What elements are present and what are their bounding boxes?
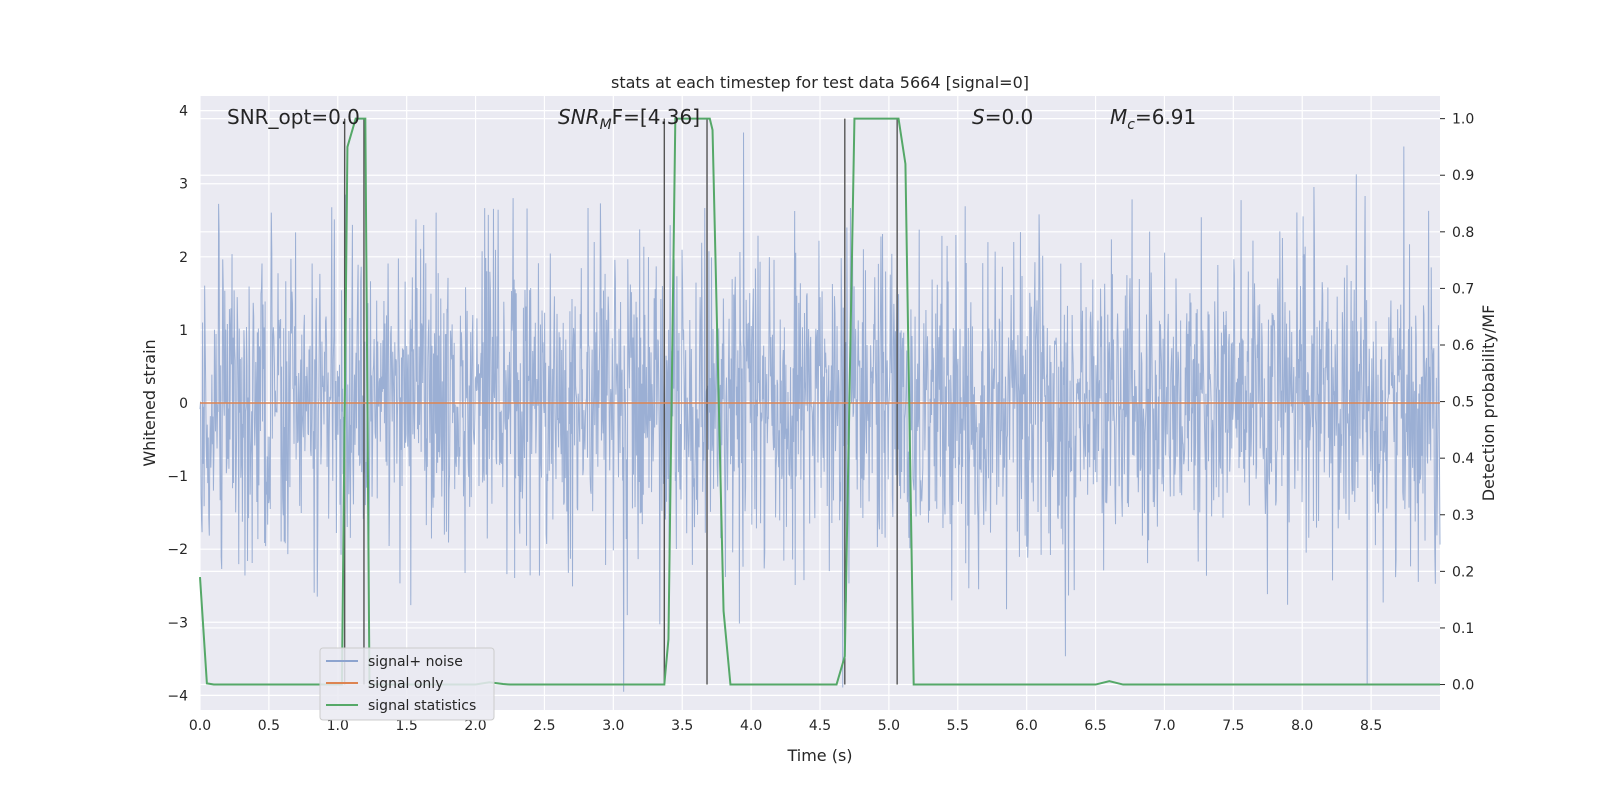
- y-axis-right-ticks: 1.0 0.9 0.8 0.7 0.6 0.5 0.4 0.3 0.2 0.1 0.0: [1440, 112, 1474, 694]
- vertical-markers: [343, 118, 898, 685]
- x-axis-ticks: 0.0 0.5 1.0 1.5 2.0 2.5 3.0 3.5 4.0 4.5 5.0 5.5 6.0 6…: [189, 718, 1382, 734]
- x-tick-label: 4.5: [809, 718, 831, 734]
- y-axis-label: Whitened strain: [140, 339, 159, 466]
- chart-title: stats at each timestep for test data 566…: [611, 73, 1029, 92]
- y-axis-right-label: Detection probability/MF: [1479, 305, 1498, 502]
- y-axis-ticks: 4 3 2 1 0 −1 −2 −3 −4: [167, 104, 188, 705]
- x-tick-label: 5.0: [878, 718, 900, 734]
- y-tick-label: −4: [167, 688, 188, 704]
- y-tick-label: −1: [167, 469, 188, 485]
- y-tick-label: −3: [167, 615, 188, 631]
- x-tick-label: 3.5: [671, 718, 693, 734]
- signal-statistics-line: [199, 117, 1440, 686]
- y-right-tick-label: 0.3: [1452, 508, 1474, 524]
- y-right-tick-label: 1.0: [1452, 112, 1474, 128]
- annotation-snr-mf-rest: F=[4.36]: [612, 105, 700, 129]
- annotation-snr-mf: SNRMF=[4.36]: [558, 105, 700, 133]
- x-tick-label: 6.0: [1016, 718, 1038, 734]
- y-right-tick-label: 0.8: [1452, 225, 1474, 241]
- annotation-mc-rest: =6.91: [1135, 105, 1196, 129]
- x-tick-label: 2.0: [464, 718, 486, 734]
- annotation-snr-mf-main: SNR: [558, 105, 600, 129]
- x-tick-label: 5.5: [947, 718, 969, 734]
- x-tick-label: 2.5: [533, 718, 555, 734]
- y-tick-label: 3: [179, 177, 188, 193]
- annotation-mc: Mc=6.91: [1110, 105, 1196, 133]
- x-tick-label: 7.5: [1222, 718, 1244, 734]
- series-signal-noise: [199, 132, 1441, 692]
- y-right-tick-label: 0.4: [1452, 451, 1474, 467]
- x-tick-label: 4.0: [740, 718, 762, 734]
- x-tick-label: 7.0: [1153, 718, 1175, 734]
- y-tick-label: 2: [179, 250, 188, 266]
- series-signal-statistics: [199, 117, 1440, 686]
- annotation-snr-opt: SNR_opt=0.0: [227, 105, 360, 129]
- x-tick-label: 0.5: [258, 718, 280, 734]
- y-right-tick-label: 0.1: [1452, 621, 1474, 637]
- y-tick-label: 4: [179, 104, 188, 120]
- legend-label-stats: signal statistics: [368, 698, 476, 714]
- y-right-tick-label: 0.0: [1452, 678, 1474, 694]
- x-tick-label: 1.0: [327, 718, 349, 734]
- legend-label-noise: signal+ noise: [368, 654, 463, 670]
- x-tick-label: 8.5: [1360, 718, 1382, 734]
- y-right-tick-label: 0.9: [1452, 168, 1474, 184]
- noise-line: [199, 132, 1441, 692]
- y-tick-label: −2: [167, 542, 188, 558]
- y-right-tick-label: 0.5: [1452, 395, 1474, 411]
- legend: signal+ noise signal only signal statist…: [319, 647, 495, 721]
- annotation-mc-main: M: [1110, 105, 1127, 129]
- y-right-tick-label: 0.6: [1452, 338, 1474, 354]
- y-tick-label: 1: [179, 323, 188, 339]
- y-right-tick-label: 0.7: [1452, 281, 1474, 297]
- y-tick-label: 0: [179, 396, 188, 412]
- legend-label-signal: signal only: [368, 676, 443, 692]
- annotation-mc-sub: c: [1127, 117, 1135, 133]
- x-tick-label: 0.0: [189, 718, 211, 734]
- legend-box: [319, 647, 495, 721]
- annotation-s: S=0.0: [972, 105, 1033, 129]
- x-tick-label: 8.0: [1291, 718, 1313, 734]
- x-tick-label: 3.0: [602, 718, 624, 734]
- x-tick-label: 1.5: [396, 718, 418, 734]
- annotation-snr-mf-sub: M: [600, 117, 612, 133]
- y-right-tick-label: 0.2: [1452, 564, 1474, 580]
- x-axis-label: Time (s): [786, 746, 852, 765]
- annotation-s-main: S: [972, 105, 985, 129]
- x-tick-label: 6.5: [1084, 718, 1106, 734]
- annotation-s-rest: =0.0: [985, 105, 1034, 129]
